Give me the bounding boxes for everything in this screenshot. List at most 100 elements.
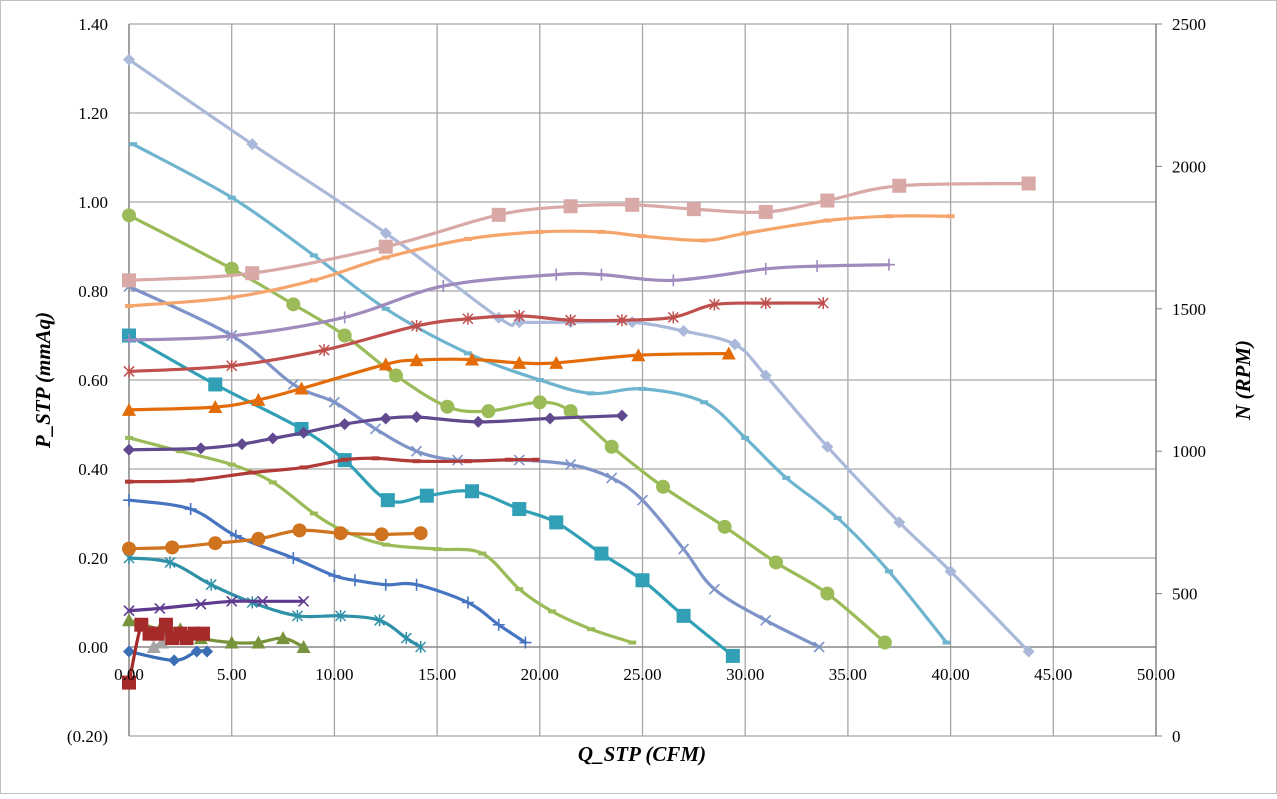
y-tick-label: 0.40 xyxy=(78,460,108,479)
data-point xyxy=(224,635,239,649)
data-point xyxy=(266,432,279,445)
data-point xyxy=(208,536,223,551)
data-point xyxy=(229,529,242,542)
series-14 xyxy=(125,214,955,308)
data-point xyxy=(251,531,266,546)
data-point xyxy=(478,551,487,556)
data-point xyxy=(708,298,720,311)
data-point xyxy=(678,543,690,555)
data-point xyxy=(515,587,524,592)
data-point xyxy=(667,311,679,324)
series-10 xyxy=(123,645,214,667)
data-point xyxy=(338,311,351,324)
data-point xyxy=(544,412,557,425)
data-point xyxy=(379,412,392,425)
data-point xyxy=(378,239,393,254)
data-point xyxy=(123,645,135,658)
series-line xyxy=(127,456,538,484)
data-point xyxy=(318,344,330,357)
data-point xyxy=(942,640,951,645)
data-point xyxy=(381,306,390,311)
y2-tick-label: 2000 xyxy=(1172,157,1206,176)
data-point xyxy=(535,378,544,382)
data-point xyxy=(195,626,210,641)
data-point xyxy=(248,470,257,475)
x-axis-title: Q_STP (CFM) xyxy=(578,742,706,766)
data-point xyxy=(227,462,236,467)
data-point xyxy=(245,266,260,281)
data-point xyxy=(728,338,741,351)
data-point xyxy=(409,353,424,367)
data-point xyxy=(433,547,442,552)
y-tick-label: 0.00 xyxy=(78,638,108,657)
series-20 xyxy=(122,523,428,556)
x-tick-label: 45.00 xyxy=(1034,665,1072,684)
data-point xyxy=(122,613,136,627)
series-13 xyxy=(122,176,1036,288)
data-point xyxy=(123,443,135,456)
data-point xyxy=(472,415,485,428)
data-point xyxy=(205,578,217,591)
data-point xyxy=(123,53,135,66)
data-point xyxy=(512,502,527,517)
data-point xyxy=(700,400,709,405)
data-point xyxy=(877,635,892,650)
data-point xyxy=(686,202,701,217)
data-point xyxy=(548,609,557,614)
data-point xyxy=(168,654,181,667)
data-point xyxy=(291,609,303,622)
series-2 xyxy=(129,142,951,645)
data-point xyxy=(165,540,180,555)
data-point xyxy=(884,569,893,574)
data-point xyxy=(224,261,239,276)
series-12 xyxy=(122,617,210,690)
x-tick-label: 30.00 xyxy=(726,665,764,684)
x-tick-label: 0.00 xyxy=(114,665,144,684)
data-point xyxy=(348,574,361,587)
data-point xyxy=(381,255,390,260)
data-point xyxy=(587,627,596,632)
data-point xyxy=(340,457,349,462)
data-point xyxy=(194,442,207,455)
data-point xyxy=(371,456,380,461)
data-point xyxy=(638,234,647,239)
data-point xyxy=(154,635,169,649)
data-point xyxy=(201,645,214,658)
data-point xyxy=(374,527,389,542)
data-point xyxy=(465,352,480,366)
data-point xyxy=(146,640,161,653)
data-point xyxy=(299,465,308,470)
data-point xyxy=(122,208,136,223)
data-point xyxy=(721,346,736,360)
data-point xyxy=(741,231,750,236)
data-point xyxy=(123,605,135,617)
data-point xyxy=(820,193,835,208)
data-point xyxy=(625,197,640,212)
data-point xyxy=(268,480,277,485)
data-point xyxy=(946,214,955,219)
data-point xyxy=(440,399,455,414)
data-point xyxy=(504,457,513,462)
data-point xyxy=(461,596,474,609)
data-point xyxy=(176,449,185,454)
y-axis-title: P_STP (mmAq) xyxy=(31,312,55,449)
x-tick-label: 50.00 xyxy=(1137,665,1175,684)
data-point xyxy=(463,351,472,356)
data-point xyxy=(380,493,395,508)
data-point xyxy=(125,303,133,308)
y2-axis-title: N (RPM) xyxy=(1231,340,1255,421)
data-point xyxy=(759,369,772,382)
data-point xyxy=(519,636,532,649)
data-point xyxy=(129,142,138,147)
data-point xyxy=(725,648,740,663)
data-point xyxy=(419,488,434,503)
series-11 xyxy=(146,635,169,653)
data-point xyxy=(122,675,136,690)
data-point xyxy=(208,400,223,414)
data-point xyxy=(882,258,895,271)
y2-tick-label: 0 xyxy=(1172,727,1181,746)
data-point xyxy=(512,355,527,369)
data-point xyxy=(411,319,423,332)
data-point xyxy=(227,195,236,200)
